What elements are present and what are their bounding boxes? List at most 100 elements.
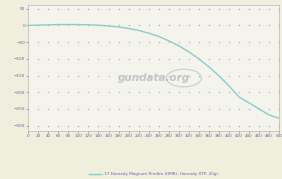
Point: [36, 91, 41, 94]
Point: [177, 124, 181, 127]
Point: [227, 24, 231, 27]
Point: [217, 124, 221, 127]
Point: [126, 74, 131, 77]
Point: [56, 124, 61, 127]
Point: [227, 7, 231, 10]
Point: [76, 24, 81, 27]
Point: [106, 24, 111, 27]
Point: [56, 57, 61, 60]
Point: [247, 108, 251, 110]
Point: [96, 91, 101, 94]
Point: [177, 91, 181, 94]
Point: [177, 24, 181, 27]
Point: [277, 57, 281, 60]
Point: [157, 124, 161, 127]
Point: [66, 41, 70, 43]
Point: [86, 24, 91, 27]
Point: [66, 7, 70, 10]
Point: [136, 108, 141, 110]
Point: [136, 124, 141, 127]
Point: [76, 124, 81, 127]
Point: [157, 91, 161, 94]
Point: [197, 74, 201, 77]
Point: [247, 57, 251, 60]
Point: [126, 7, 131, 10]
Point: [146, 57, 151, 60]
Point: [36, 7, 41, 10]
Point: [257, 41, 261, 43]
Point: [197, 57, 201, 60]
Point: [197, 108, 201, 110]
Point: [36, 41, 41, 43]
Point: [96, 108, 101, 110]
Point: [136, 41, 141, 43]
Point: [46, 108, 50, 110]
Point: [257, 124, 261, 127]
Point: [227, 74, 231, 77]
Point: [26, 74, 30, 77]
Point: [46, 7, 50, 10]
Point: [136, 91, 141, 94]
Point: [116, 124, 121, 127]
Point: [96, 24, 101, 27]
Point: [86, 57, 91, 60]
Point: [96, 124, 101, 127]
Point: [177, 41, 181, 43]
Point: [277, 41, 281, 43]
Point: [76, 57, 81, 60]
Point: [66, 108, 70, 110]
Point: [207, 74, 211, 77]
Point: [217, 108, 221, 110]
Point: [46, 91, 50, 94]
Point: [227, 57, 231, 60]
Point: [96, 41, 101, 43]
Point: [257, 74, 261, 77]
Point: [116, 91, 121, 94]
Point: [66, 124, 70, 127]
Point: [166, 108, 171, 110]
Point: [217, 74, 221, 77]
Point: [217, 41, 221, 43]
Point: [146, 74, 151, 77]
Point: [217, 57, 221, 60]
Point: [36, 24, 41, 27]
Point: [86, 7, 91, 10]
Point: [46, 24, 50, 27]
Point: [96, 74, 101, 77]
Point: [207, 57, 211, 60]
Point: [277, 24, 281, 27]
Point: [207, 7, 211, 10]
Point: [267, 108, 271, 110]
Point: [166, 124, 171, 127]
Point: [157, 24, 161, 27]
Point: [26, 7, 30, 10]
Point: [247, 7, 251, 10]
Point: [76, 7, 81, 10]
Point: [177, 57, 181, 60]
Point: [187, 124, 191, 127]
Point: [166, 7, 171, 10]
Point: [86, 74, 91, 77]
Point: [146, 91, 151, 94]
Point: [56, 91, 61, 94]
Point: [66, 74, 70, 77]
Point: [106, 91, 111, 94]
Point: [56, 74, 61, 77]
Point: [247, 124, 251, 127]
Point: [46, 124, 50, 127]
Point: [267, 24, 271, 27]
Point: [126, 91, 131, 94]
Point: [227, 91, 231, 94]
Point: [106, 57, 111, 60]
Point: [136, 24, 141, 27]
Point: [257, 108, 261, 110]
Point: [257, 57, 261, 60]
Point: [56, 24, 61, 27]
Point: [207, 124, 211, 127]
Point: [116, 108, 121, 110]
Point: [166, 41, 171, 43]
Point: [267, 7, 271, 10]
Point: [267, 41, 271, 43]
Point: [227, 41, 231, 43]
Point: [157, 41, 161, 43]
